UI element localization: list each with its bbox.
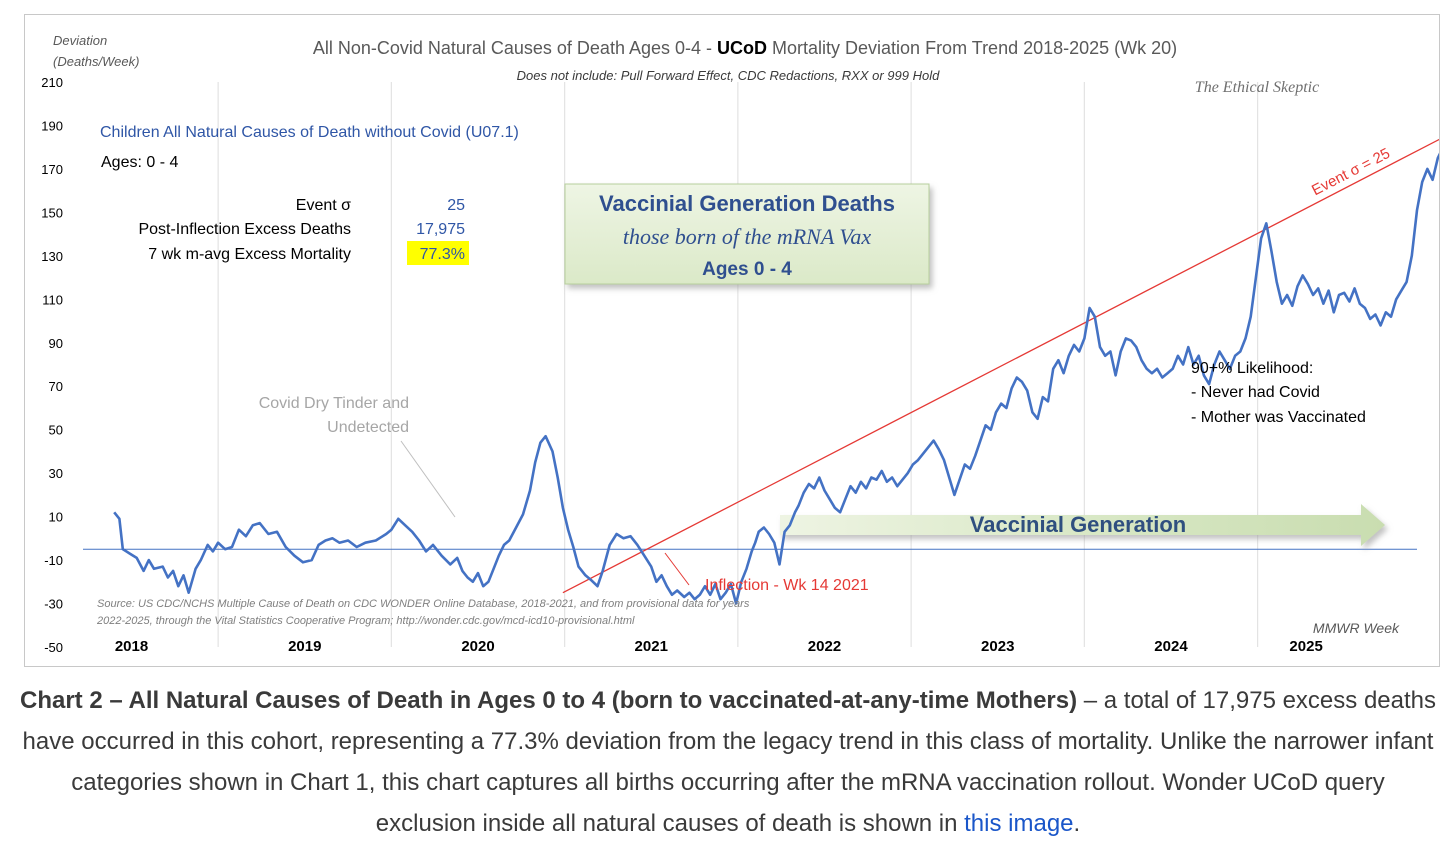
- likelihood-line2: - Mother was Vaccinated: [1191, 409, 1366, 426]
- chart-title-bold: UCoD: [717, 38, 767, 58]
- y-axis-label-line1: Deviation: [53, 33, 107, 48]
- event-sigma-trend-line: [562, 138, 1439, 594]
- x-tick-label: 2023: [981, 638, 1014, 655]
- y-tick-label: 150: [41, 205, 63, 220]
- likelihood-line1: - Never had Covid: [1191, 384, 1320, 401]
- y-tick-label: 110: [42, 292, 63, 307]
- stat-value-excess-mortality: 77.3%: [420, 246, 465, 263]
- vaccinial-generation-label: Vaccinial Generation: [970, 512, 1186, 537]
- caption-text: – a total of 17,975 excess deaths have o…: [22, 687, 1437, 837]
- y-axis-label-line2: (Deaths/Week): [53, 54, 139, 69]
- chart-frame: 210 190 170 150 130 110 90 70 50 30 10 -10 -30 -50 20…: [24, 14, 1440, 667]
- chart-title-prefix: All Non-Covid Natural Causes of Death Ag…: [313, 38, 717, 58]
- box-title: Vaccinial Generation Deaths: [599, 191, 895, 216]
- ages-label: Ages: 0 - 4: [101, 154, 178, 171]
- caption-end: .: [1073, 810, 1081, 837]
- stat-value-excess-deaths: 17,975: [416, 221, 465, 238]
- x-axis-label: MMWR Week: [1313, 620, 1400, 636]
- x-tick-label: 2021: [635, 638, 668, 655]
- y-tick-label: 210: [41, 75, 63, 90]
- caption-bold: Chart 2 – All Natural Causes of Death in…: [20, 687, 1078, 714]
- vaccinial-deaths-box: Vaccinial Generation Deaths those born o…: [564, 183, 930, 285]
- chart-title: All Non-Covid Natural Causes of Death Ag…: [313, 38, 1177, 58]
- y-tick-label: -10: [44, 553, 63, 568]
- x-tick-label: 2025: [1289, 638, 1322, 655]
- covid-note-line2: Undetected: [327, 419, 409, 436]
- chart-subtitle: Does not include: Pull Forward Effect, C…: [517, 68, 940, 83]
- vaccinial-generation-arrow: Vaccinial Generation: [780, 504, 1385, 546]
- stat-label-event-sigma: Event σ: [296, 197, 351, 214]
- box-subtitle: those born of the mRNA Vax: [623, 224, 872, 249]
- chart-svg: 210 190 170 150 130 110 90 70 50 30 10 -10 -30 -50 20…: [41, 33, 1439, 655]
- covid-note-line1: Covid Dry Tinder and: [259, 395, 409, 412]
- chart-title-suffix: Mortality Deviation From Trend 2018-2025…: [767, 38, 1177, 58]
- y-tick-label: 10: [49, 510, 63, 525]
- stat-value-event-sigma: 25: [447, 197, 465, 214]
- x-tick-label: 2018: [115, 638, 148, 655]
- covid-note-pointer: [400, 440, 456, 518]
- series-label: Children All Natural Causes of Death wit…: [100, 124, 519, 141]
- y-tick-label: 50: [49, 423, 63, 438]
- y-tick-label: 170: [41, 162, 63, 177]
- source-line1: Source: US CDC/NCHS Multiple Cause of De…: [97, 598, 750, 610]
- source-line2: 2022-2025, through the Vital Statistics …: [96, 615, 635, 627]
- x-tick-label: 2020: [461, 638, 494, 655]
- inflection-pointer: [664, 552, 690, 586]
- y-tick-label: 130: [41, 249, 63, 264]
- y-tick-label: 70: [49, 379, 63, 394]
- x-tick-label: 2022: [808, 638, 841, 655]
- y-tick-label: 30: [49, 466, 63, 481]
- figure-caption: Chart 2 – All Natural Causes of Death in…: [20, 680, 1436, 844]
- y-tick-label: -50: [44, 640, 63, 655]
- x-tick-label: 2024: [1154, 638, 1188, 655]
- trend-line-label: Event σ = 25: [1309, 145, 1393, 199]
- x-tick-label: 2019: [288, 638, 321, 655]
- inflection-label: Inflection - Wk 14 2021: [705, 577, 869, 594]
- stat-label-excess-deaths: Post-Inflection Excess Deaths: [138, 221, 351, 238]
- stat-label-excess-mortality: 7 wk m-avg Excess Mortality: [148, 246, 351, 263]
- y-tick-label: -30: [44, 597, 63, 612]
- watermark: The Ethical Skeptic: [1195, 79, 1319, 96]
- mortality-deviation-series-line: [113, 152, 1439, 605]
- highlight-excess-mortality: [407, 241, 469, 265]
- likelihood-title: 90+% Likelihood:: [1191, 360, 1313, 377]
- box-ages: Ages 0 - 4: [702, 259, 792, 280]
- caption-link[interactable]: this image: [964, 810, 1074, 837]
- y-tick-label: 190: [41, 118, 63, 133]
- y-tick-label: 90: [49, 336, 63, 351]
